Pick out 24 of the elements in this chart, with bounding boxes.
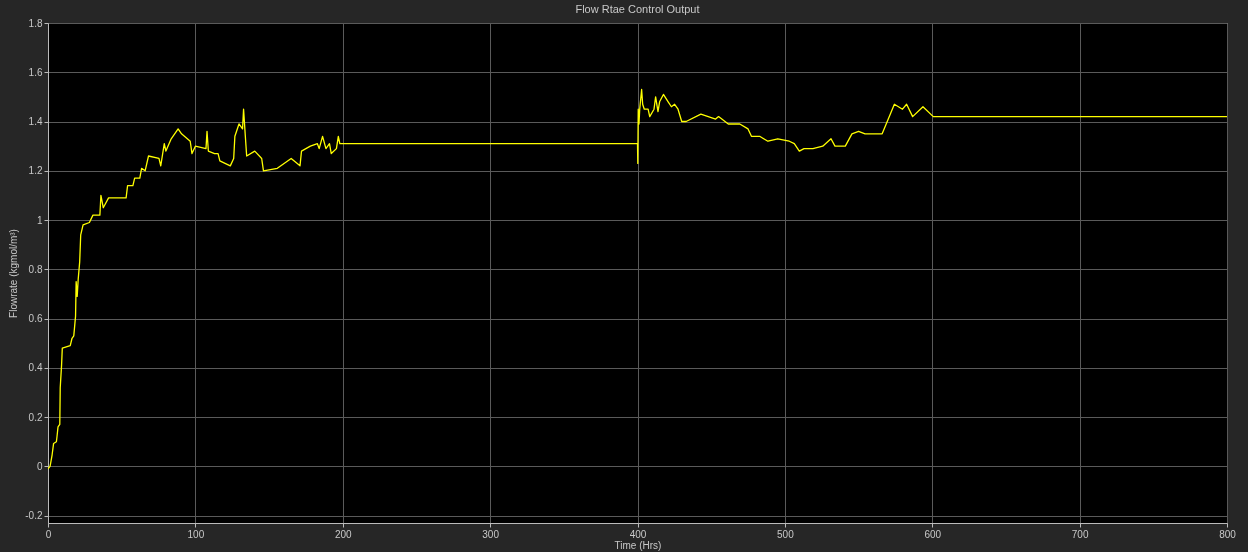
y-tick-label: 1.6 [28, 66, 43, 78]
y-tick-label: 0.2 [28, 411, 43, 423]
y-tick-label: 0 [36, 460, 43, 472]
y-tick-label: 1.2 [28, 165, 43, 177]
x-tick-label: 300 [482, 528, 500, 540]
x-axis-title: Time (Hrs) [614, 539, 662, 551]
y-tick-label: 0.8 [28, 263, 43, 275]
y-tick-label: 0.4 [28, 362, 43, 374]
x-tick-label: 600 [924, 528, 942, 540]
x-tick-label: 100 [187, 528, 205, 540]
line-series [48, 88, 1227, 470]
x-tick-label: 400 [629, 528, 647, 540]
y-axis-title: Flowrate (kgmol/m³) [8, 229, 20, 318]
y-tick-label: 1.4 [28, 116, 43, 128]
y-tick-label: 0.6 [28, 313, 43, 325]
x-tick-label: 700 [1071, 528, 1089, 540]
x-tick-label: 200 [334, 528, 353, 540]
x-tick-label: 800 [1219, 528, 1237, 540]
y-tick-label: 1.8 [28, 17, 43, 29]
y-tick-label: -0.2 [25, 510, 43, 522]
y-tick-label: 1 [36, 214, 43, 226]
chart-title: Flow Rtae Control Output [575, 3, 700, 15]
x-tick-label: 500 [777, 528, 795, 540]
x-tick-label: 0 [45, 528, 52, 540]
